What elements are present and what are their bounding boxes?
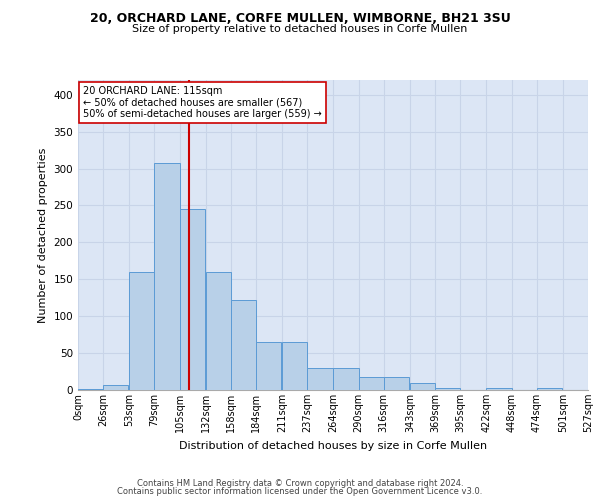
X-axis label: Distribution of detached houses by size in Corfe Mullen: Distribution of detached houses by size …: [179, 440, 487, 450]
Bar: [537, 388, 562, 390]
Text: 20, ORCHARD LANE, CORFE MULLEN, WIMBORNE, BH21 3SU: 20, ORCHARD LANE, CORFE MULLEN, WIMBORNE…: [89, 12, 511, 26]
Bar: [78, 388, 103, 390]
Y-axis label: Number of detached properties: Number of detached properties: [38, 148, 48, 322]
Text: Size of property relative to detached houses in Corfe Mullen: Size of property relative to detached ho…: [133, 24, 467, 34]
Bar: [282, 342, 307, 390]
Text: 20 ORCHARD LANE: 115sqm
← 50% of detached houses are smaller (567)
50% of semi-d: 20 ORCHARD LANE: 115sqm ← 50% of detache…: [83, 86, 322, 120]
Bar: [179, 209, 205, 390]
Bar: [129, 272, 154, 390]
Text: Contains public sector information licensed under the Open Government Licence v3: Contains public sector information licen…: [118, 487, 482, 496]
Bar: [359, 376, 384, 390]
Bar: [256, 342, 281, 390]
Bar: [103, 385, 128, 390]
Bar: [334, 368, 359, 390]
Text: Contains HM Land Registry data © Crown copyright and database right 2024.: Contains HM Land Registry data © Crown c…: [137, 478, 463, 488]
Bar: [231, 300, 256, 390]
Bar: [435, 388, 460, 390]
Bar: [384, 376, 409, 390]
Bar: [307, 368, 332, 390]
Bar: [410, 384, 435, 390]
Bar: [487, 388, 512, 390]
Bar: [206, 272, 231, 390]
Bar: [154, 164, 179, 390]
